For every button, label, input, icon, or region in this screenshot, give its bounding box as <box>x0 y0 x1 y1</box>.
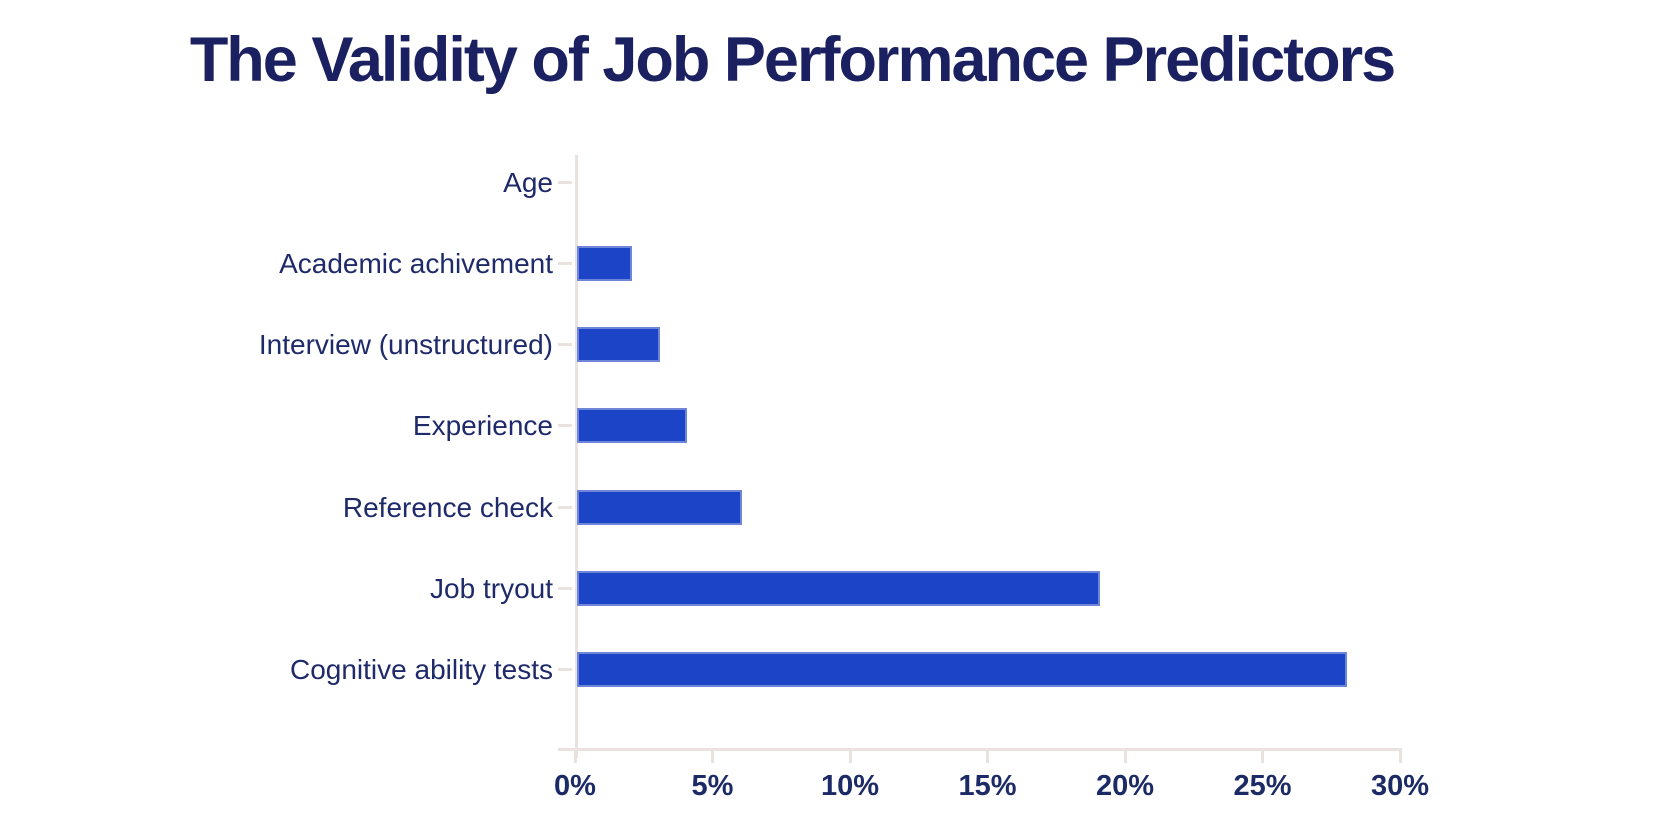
category-label: Experience <box>412 410 553 442</box>
x-tick-label: 15% <box>958 770 1017 802</box>
y-axis-tick <box>558 424 572 428</box>
x-axis-line <box>558 748 1402 751</box>
bar <box>577 245 632 281</box>
y-axis-tick <box>558 668 572 672</box>
category-label: Interview (unstructured) <box>258 329 553 361</box>
category-label: Cognitive ability tests <box>289 654 553 686</box>
x-axis-tick <box>1261 751 1264 763</box>
x-axis-tick <box>573 751 577 763</box>
x-tick-label: 25% <box>1233 770 1292 802</box>
category-label: Age <box>503 166 553 198</box>
y-axis-line <box>575 155 578 758</box>
category-label: Job tryout <box>430 573 553 605</box>
bar <box>577 327 660 363</box>
x-tick-label: 0% <box>554 770 596 802</box>
bar <box>577 652 1347 688</box>
category-label: Academic achivement <box>279 247 553 279</box>
x-tick-label: 10% <box>820 770 880 802</box>
chart-title: The Validity of Job Performance Predicto… <box>189 25 1396 95</box>
category-label: Reference check <box>342 491 553 523</box>
x-axis-tick <box>1398 751 1402 763</box>
y-axis-tick <box>558 343 572 347</box>
bar <box>577 571 1100 607</box>
bar <box>577 408 687 444</box>
x-tick-label: 20% <box>1095 770 1155 802</box>
bar <box>577 489 742 525</box>
y-axis-tick <box>558 180 572 184</box>
x-axis-tick <box>986 751 989 763</box>
y-axis-tick <box>558 261 572 265</box>
plot-area: Age Academic achivement Interview (unstruc… <box>259 155 1429 802</box>
x-axis-tick <box>848 751 852 763</box>
y-axis-tick <box>558 505 572 509</box>
x-tick-label: 30% <box>1370 770 1430 802</box>
x-axis-tick <box>1123 751 1127 763</box>
y-axis-tick <box>558 587 572 591</box>
x-axis-tick <box>711 751 714 763</box>
x-tick-label: 5% <box>691 770 734 802</box>
